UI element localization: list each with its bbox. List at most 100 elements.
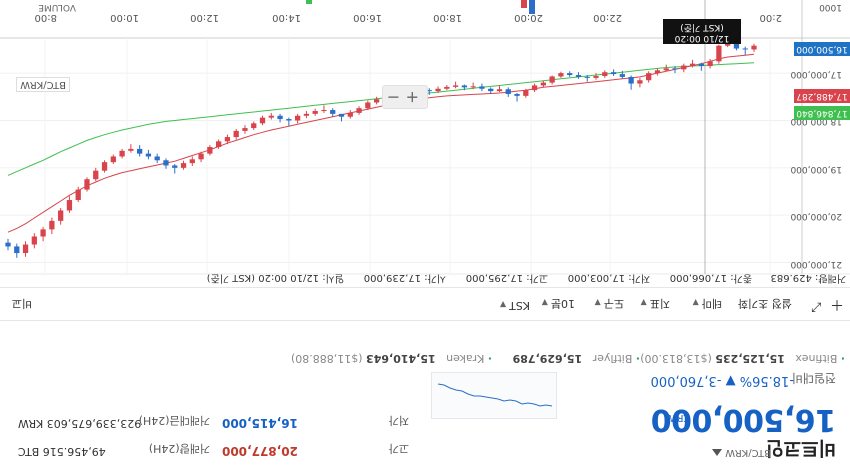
candle-body <box>66 200 73 211</box>
candle[interactable] <box>619 70 625 79</box>
draw-tool-menu[interactable]: 도구▼ <box>594 297 624 310</box>
candle[interactable] <box>672 66 678 74</box>
candle[interactable] <box>575 72 582 79</box>
zoom-in-button[interactable]: + <box>405 88 419 107</box>
candle[interactable] <box>110 154 116 165</box>
reset-settings-button[interactable]: 설정 초기화 <box>737 297 792 310</box>
candle[interactable] <box>145 149 152 160</box>
candle[interactable] <box>259 115 266 126</box>
indicator-menu[interactable]: 지표▼ <box>640 297 670 310</box>
caret-up-icon[interactable] <box>712 449 722 456</box>
candle[interactable] <box>689 59 696 68</box>
candle[interactable] <box>338 113 345 122</box>
candle[interactable] <box>93 167 99 182</box>
candle[interactable] <box>742 46 748 56</box>
candle[interactable] <box>505 87 511 97</box>
candle[interactable] <box>101 160 108 173</box>
interval-menu[interactable]: 10분▼ <box>541 297 575 310</box>
candle[interactable] <box>646 71 652 83</box>
candle-body <box>84 179 90 190</box>
candle[interactable] <box>602 70 608 78</box>
candle[interactable] <box>452 81 459 89</box>
candle[interactable] <box>470 82 476 90</box>
candle[interactable] <box>663 64 669 72</box>
candle[interactable] <box>198 151 204 163</box>
candle[interactable] <box>584 75 590 82</box>
candle[interactable] <box>681 63 687 73</box>
candle-body <box>698 63 704 67</box>
candle[interactable] <box>654 68 661 76</box>
candle[interactable] <box>119 148 125 159</box>
candle[interactable] <box>461 84 468 91</box>
candle[interactable] <box>716 44 722 64</box>
candle[interactable] <box>698 62 704 71</box>
candle-body <box>470 86 476 88</box>
candle[interactable] <box>5 238 11 251</box>
price-chart[interactable]: 거래량: 429.683 종가: 17,066,000 저가: 17,003,0… <box>0 0 850 288</box>
candle[interactable] <box>180 160 187 170</box>
candle[interactable] <box>242 125 248 134</box>
candle[interactable] <box>75 186 81 202</box>
candle[interactable] <box>347 110 353 119</box>
candle[interactable] <box>540 80 546 88</box>
candle[interactable] <box>66 196 73 213</box>
candle[interactable] <box>496 85 503 93</box>
expand-icon[interactable]: ⤢ <box>811 299 822 314</box>
candle[interactable] <box>303 111 310 119</box>
candle[interactable] <box>628 75 634 90</box>
timezone-menu[interactable]: KST▼ <box>499 299 530 312</box>
candle[interactable] <box>593 73 599 80</box>
candle[interactable] <box>163 158 169 169</box>
candle[interactable] <box>22 241 29 257</box>
price-tag: 17,846,840 <box>794 106 850 121</box>
candle[interactable] <box>277 113 283 123</box>
plus-icon[interactable]: ＋ <box>830 296 844 312</box>
candle[interactable] <box>172 164 178 174</box>
zoom-out-button[interactable]: − <box>386 88 400 107</box>
candle[interactable] <box>751 43 757 52</box>
candle[interactable] <box>224 134 231 145</box>
candle[interactable] <box>549 75 555 85</box>
candle[interactable] <box>426 88 432 95</box>
candle[interactable] <box>523 88 529 98</box>
candle[interactable] <box>312 108 318 116</box>
candle[interactable] <box>356 106 362 115</box>
candle-body <box>14 246 20 254</box>
candle[interactable] <box>707 58 713 69</box>
candle[interactable] <box>40 227 46 242</box>
candle[interactable] <box>207 145 213 156</box>
candle[interactable] <box>286 117 292 127</box>
candle[interactable] <box>514 93 520 102</box>
candle[interactable] <box>49 217 55 235</box>
candle[interactable] <box>488 87 494 94</box>
candle[interactable] <box>58 208 64 225</box>
candle[interactable] <box>84 177 90 192</box>
candle[interactable] <box>365 100 371 111</box>
theme-menu[interactable]: 테마▼ <box>692 297 722 310</box>
candle[interactable] <box>294 113 301 124</box>
candle[interactable] <box>154 153 160 164</box>
candle[interactable] <box>558 71 564 78</box>
candle[interactable] <box>137 145 143 157</box>
candle[interactable] <box>637 77 643 88</box>
candle[interactable] <box>128 144 134 153</box>
candle[interactable] <box>251 121 257 130</box>
candle[interactable] <box>189 156 195 166</box>
candle[interactable] <box>31 233 37 249</box>
candle[interactable] <box>435 86 441 94</box>
candle[interactable] <box>373 96 380 105</box>
compare-menu[interactable]: 비교 <box>11 297 32 310</box>
candle-body <box>163 160 169 166</box>
candle[interactable] <box>268 112 274 120</box>
candle[interactable] <box>610 69 617 76</box>
candle[interactable] <box>479 83 485 92</box>
candle[interactable] <box>444 84 450 91</box>
candle[interactable] <box>531 83 538 93</box>
candle[interactable] <box>233 129 239 140</box>
candle[interactable] <box>14 243 20 258</box>
candle[interactable] <box>216 139 222 149</box>
candle[interactable] <box>330 108 336 117</box>
candle[interactable] <box>567 71 573 77</box>
candle[interactable] <box>321 105 327 113</box>
amount-value: 923,339,675,603 KRW <box>18 417 142 430</box>
